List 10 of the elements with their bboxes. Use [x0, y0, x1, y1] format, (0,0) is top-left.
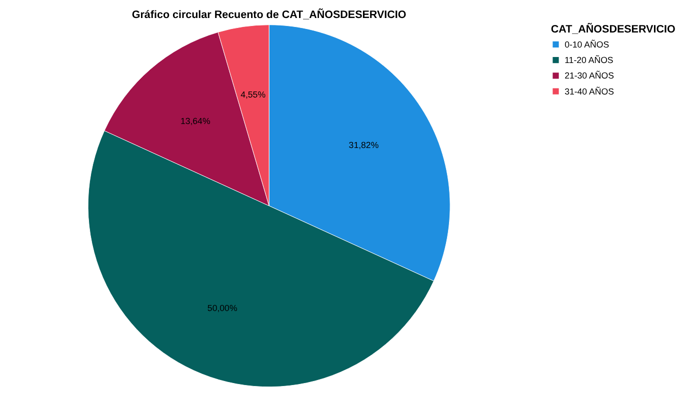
data-label: 13,64% [180, 116, 210, 126]
legend-label: 21-30 AÑOS [564, 70, 614, 81]
chart-title: Gráfico circular Recuento de CAT_AÑOSDESERVICIO [132, 8, 406, 21]
data-label: 31,82% [348, 140, 379, 150]
legend-title: CAT_AÑOSDESERVICIO [550, 22, 676, 36]
data-label: 50,00% [207, 303, 238, 314]
legend-label: 11-20 AÑOS [564, 54, 614, 65]
data-label: 4,55% [240, 89, 266, 100]
legend-label: 31-40 AÑOS [564, 86, 614, 96]
legend-label: 0-10 AÑOS [564, 39, 610, 50]
